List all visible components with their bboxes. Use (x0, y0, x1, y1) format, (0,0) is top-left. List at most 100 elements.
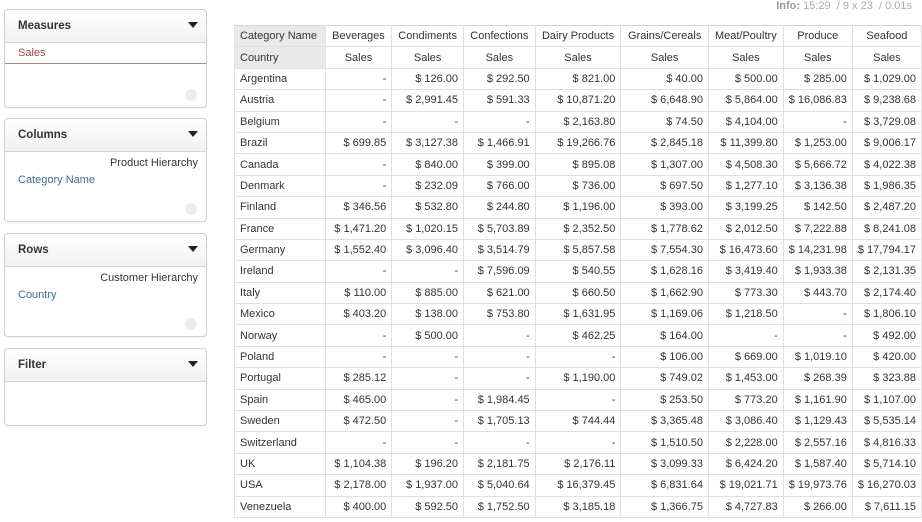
chevron-down-icon[interactable] (188, 22, 198, 28)
table-cell: $ 744.44 (534, 410, 622, 433)
table-row: Norway - $ 500.00- $ 462.25 $ 164.00- - $ 492.… (234, 324, 922, 347)
table-cell: $ 1,169.06 (620, 303, 709, 326)
clear-icon[interactable] (185, 203, 197, 215)
table-cell: $ 3,086.40 (707, 410, 784, 433)
row-label-country: Sweden (234, 410, 326, 433)
category-header[interactable]: Condiments (391, 24, 465, 48)
category-header[interactable]: Dairy Products (534, 24, 622, 48)
table-cell: $ 138.00 (391, 303, 465, 326)
table-cell: $ 592.50 (391, 495, 465, 518)
table-cell: $ 9,238.68 (851, 89, 922, 112)
table-cell: $ 465.00 (324, 388, 393, 412)
info-size: 9 x 23 (842, 0, 873, 12)
pivot-table: Category Name Beverages Condiments Confecti… (234, 24, 922, 518)
table-cell: $ 1,631.95 (534, 303, 622, 326)
table-cell: - (391, 367, 465, 390)
category-header[interactable]: Grains/Cereals (620, 24, 709, 48)
table-cell: $ 19,021.71 (707, 474, 784, 497)
columns-header[interactable]: Columns (5, 119, 206, 152)
category-header[interactable]: Seafood (851, 24, 922, 48)
table-cell: $ 110.00 (324, 281, 393, 305)
table-cell: $ 1,020.15 (391, 217, 465, 240)
row-label-country: Venezuela (234, 495, 326, 518)
table-cell: $ 1,190.00 (534, 367, 622, 390)
table-row: Mexico $ 403.20 $ 138.00 $ 753.80 $ 1,631.95… (234, 303, 922, 326)
measure-item-sales[interactable]: Sales (5, 43, 206, 64)
row-label-country: Germany (234, 238, 326, 262)
table-cell: $ 2,012.50 (707, 217, 784, 240)
category-header[interactable]: Confections (463, 24, 536, 48)
chevron-down-icon[interactable] (188, 246, 198, 252)
table-cell: - (324, 324, 393, 347)
row-label-country: France (234, 217, 326, 240)
table-row: France $ 1,471.20 $ 1,020.15 $ 5,703.89 $ 2,… (234, 217, 922, 240)
clear-icon[interactable] (185, 318, 197, 330)
row-label-country: Austria (234, 89, 326, 112)
columns-field-category-name[interactable]: Category Name (18, 174, 96, 186)
table-cell: $ 773.20 (707, 388, 784, 412)
table-cell: $ 5,666.72 (782, 153, 853, 176)
chevron-down-icon[interactable] (188, 361, 198, 367)
filter-title: Filter (18, 359, 47, 371)
row-label-country: USA (234, 474, 326, 497)
category-header[interactable]: Produce (782, 24, 853, 48)
table-cell: $ 3,514.79 (463, 238, 536, 262)
table-cell: $ 1,019.10 (782, 345, 853, 369)
table-cell: - (324, 345, 393, 369)
table-row: USA $ 2,178.00 $ 1,937.00 $ 5,040.64 $ 16,37… (234, 474, 922, 497)
filter-body (5, 382, 206, 425)
table-cell: $ 16,473.60 (707, 238, 784, 262)
table-cell: $ 1,552.40 (324, 238, 393, 262)
rows-header[interactable]: Rows (5, 234, 206, 267)
measures-header[interactable]: Measures (5, 10, 206, 43)
table-cell: $ 6,424.20 (707, 452, 784, 476)
info-duration: 0.01s (885, 0, 912, 12)
table-cell: $ 9,006.17 (851, 131, 922, 155)
table-cell: $ 1,453.00 (707, 367, 784, 390)
filter-header[interactable]: Filter (5, 349, 206, 382)
table-cell: $ 591.33 (463, 89, 536, 112)
table-cell: $ 532.80 (391, 196, 465, 219)
table-cell: $ 346.56 (324, 196, 393, 219)
rows-title: Rows (18, 244, 49, 256)
table-cell: - (324, 153, 393, 176)
category-header[interactable]: Meat/Poultry (707, 24, 784, 48)
row-label-country: Mexico (234, 303, 326, 326)
table-cell: $ 232.09 (391, 174, 465, 198)
table-cell: $ 10,871.20 (534, 89, 622, 112)
table-cell: $ 106.00 (620, 345, 709, 369)
table-cell: $ 6,831.64 (620, 474, 709, 497)
table-cell: - (324, 260, 393, 283)
clear-icon[interactable] (185, 89, 197, 101)
table-cell: $ 5,714.10 (851, 452, 922, 476)
table-cell: - (707, 324, 784, 347)
table-row: Portugal $ 285.12- - $ 1,190.00 $ 749.02 $ 1,… (234, 367, 922, 390)
table-row: Spain $ 465.00- $ 1,984.45- $ 253.50 $ 773.2… (234, 388, 922, 412)
table-row: Argentina - $ 126.00 $ 292.50 $ 821.00 $ 40.0… (234, 67, 922, 91)
chevron-down-icon[interactable] (188, 131, 198, 137)
table-cell: $ 1,466.91 (463, 131, 536, 155)
table-cell: $ 4,816.33 (851, 431, 922, 454)
table-cell: $ 2,178.00 (324, 474, 393, 497)
info-label: Info: (776, 0, 801, 12)
category-header[interactable]: Beverages (324, 24, 393, 48)
table-cell: $ 443.70 (782, 281, 853, 305)
table-cell: $ 1,307.00 (620, 153, 709, 176)
table-row: Finland $ 346.56 $ 532.80 $ 244.80 $ 1,196.0… (234, 196, 922, 219)
row-label-country: Canada (234, 153, 326, 176)
info-bar: Info: 15:29 / 9 x 23 / 0.01s (776, 0, 912, 12)
table-row: Brazil $ 699.85 $ 3,127.38 $ 1,466.91 $ 19,2… (234, 131, 922, 155)
table-cell: $ 3,419.40 (707, 260, 784, 283)
table-cell: $ 1,471.20 (324, 217, 393, 240)
rows-field-country[interactable]: Country (18, 289, 57, 301)
table-cell: $ 1,196.00 (534, 196, 622, 219)
table-cell: $ 1,129.43 (782, 410, 853, 433)
table-cell: $ 5,040.64 (463, 474, 536, 497)
table-cell: $ 5,857.58 (534, 238, 622, 262)
table-cell: - (463, 324, 536, 347)
measure-header: Sales (534, 46, 622, 69)
table-cell: $ 660.50 (534, 281, 622, 305)
table-cell: $ 253.50 (620, 388, 709, 412)
table-cell: - (463, 367, 536, 390)
table-cell: $ 3,729.08 (851, 110, 922, 133)
